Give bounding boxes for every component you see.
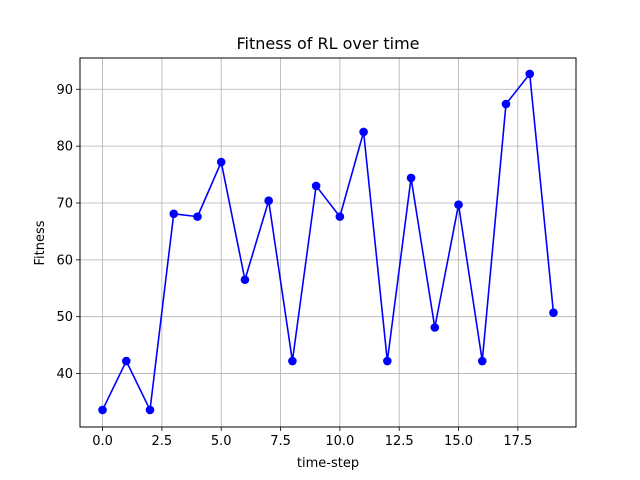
data-point	[169, 209, 179, 219]
data-point	[383, 356, 392, 366]
data-point	[240, 275, 250, 285]
data-point	[193, 212, 202, 221]
series-layer	[98, 69, 558, 415]
data-point	[549, 308, 558, 318]
y-tick-label: 70	[56, 196, 73, 211]
data-point	[216, 157, 226, 167]
y-tick-label: 80	[56, 140, 73, 155]
x-tick-label: 12.5	[385, 434, 414, 449]
data-point	[430, 323, 440, 332]
data-point	[264, 196, 273, 206]
data-point	[121, 356, 131, 366]
x-axis-label: time-step	[297, 456, 359, 471]
data-point	[501, 99, 511, 109]
x-tick-label: 15.0	[444, 434, 473, 449]
data-point	[145, 405, 155, 415]
y-tick-label: 40	[56, 367, 73, 382]
x-tick-label: 7.5	[270, 434, 291, 449]
data-point	[454, 200, 463, 209]
y-axis-label: Fitness	[33, 220, 48, 265]
data-point	[477, 356, 487, 366]
data-point	[311, 181, 321, 191]
y-tick-label: 90	[56, 83, 73, 98]
chart-title: Fitness of RL over time	[236, 34, 419, 53]
plot-area-frame	[79, 57, 577, 428]
x-axis-ticks: 0.0 2.5 5.0 7.5 10.0 12.5 15.0 17.5	[92, 427, 532, 449]
data-point	[288, 356, 297, 366]
data-point	[406, 173, 416, 183]
data-point	[335, 212, 345, 221]
x-tick-label: 17.5	[503, 434, 532, 449]
y-axis-ticks: 40 50 60 70 80 90	[56, 83, 80, 382]
y-tick-label: 50	[56, 310, 73, 325]
data-point	[98, 405, 107, 415]
x-tick-label: 0.0	[92, 434, 113, 449]
data-point	[525, 69, 535, 79]
data-point	[359, 127, 368, 137]
x-tick-label: 5.0	[211, 434, 232, 449]
grid	[80, 58, 576, 427]
x-tick-label: 2.5	[152, 434, 173, 449]
x-tick-label: 10.0	[325, 434, 354, 449]
y-tick-label: 60	[56, 253, 73, 268]
